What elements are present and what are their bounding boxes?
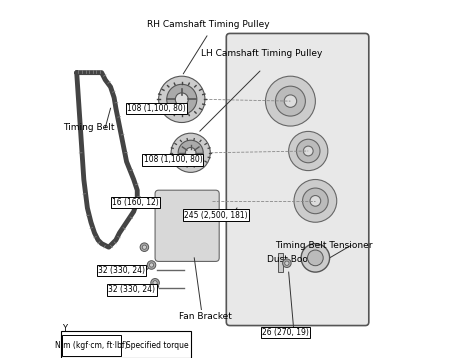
Text: : Specified torque: : Specified torque — [121, 341, 189, 350]
Text: Fan Bracket: Fan Bracket — [179, 312, 231, 321]
Text: G02930219: G02930219 — [63, 351, 99, 356]
Circle shape — [303, 146, 313, 156]
Circle shape — [142, 245, 146, 249]
Text: RH Camshaft Timing Pulley: RH Camshaft Timing Pulley — [147, 20, 270, 29]
Circle shape — [283, 259, 291, 267]
Circle shape — [185, 148, 196, 158]
Circle shape — [167, 84, 197, 115]
Circle shape — [310, 196, 321, 206]
Text: Dust Boot: Dust Boot — [267, 255, 312, 264]
Circle shape — [297, 139, 320, 163]
Circle shape — [171, 133, 210, 172]
Circle shape — [284, 95, 297, 107]
Text: 245 (2,500, 181): 245 (2,500, 181) — [184, 211, 247, 220]
Circle shape — [301, 244, 329, 272]
Bar — [278, 252, 283, 272]
Text: Timing Belt: Timing Belt — [64, 123, 115, 132]
Circle shape — [147, 261, 156, 269]
Text: Timing Belt Tensioner: Timing Belt Tensioner — [275, 241, 373, 250]
Text: 26 (270, 19): 26 (270, 19) — [262, 328, 309, 337]
Circle shape — [153, 281, 157, 285]
FancyBboxPatch shape — [226, 33, 369, 326]
Circle shape — [285, 261, 289, 265]
Circle shape — [149, 263, 154, 267]
Text: 32 (330, 24): 32 (330, 24) — [109, 285, 155, 294]
Text: 108 (1,100, 80): 108 (1,100, 80) — [128, 104, 186, 113]
Circle shape — [275, 86, 305, 116]
Circle shape — [289, 131, 328, 171]
Text: N·m (kgf·cm, ft·lbf): N·m (kgf·cm, ft·lbf) — [55, 341, 127, 350]
Circle shape — [294, 180, 337, 222]
Circle shape — [140, 243, 149, 251]
Circle shape — [151, 279, 159, 287]
Circle shape — [308, 250, 323, 266]
Circle shape — [302, 188, 328, 214]
Text: 16 (160, 12): 16 (160, 12) — [112, 198, 159, 207]
Circle shape — [175, 93, 188, 106]
Text: 32 (330, 24): 32 (330, 24) — [98, 266, 145, 275]
Text: Y: Y — [63, 324, 67, 333]
Text: 108 (1,100, 80): 108 (1,100, 80) — [144, 155, 202, 164]
FancyBboxPatch shape — [62, 335, 120, 356]
Text: LH Camshaft Timing Pulley: LH Camshaft Timing Pulley — [201, 48, 323, 57]
Circle shape — [178, 140, 203, 165]
Circle shape — [159, 76, 205, 122]
FancyBboxPatch shape — [155, 190, 219, 261]
Circle shape — [265, 76, 315, 126]
FancyBboxPatch shape — [61, 331, 191, 358]
